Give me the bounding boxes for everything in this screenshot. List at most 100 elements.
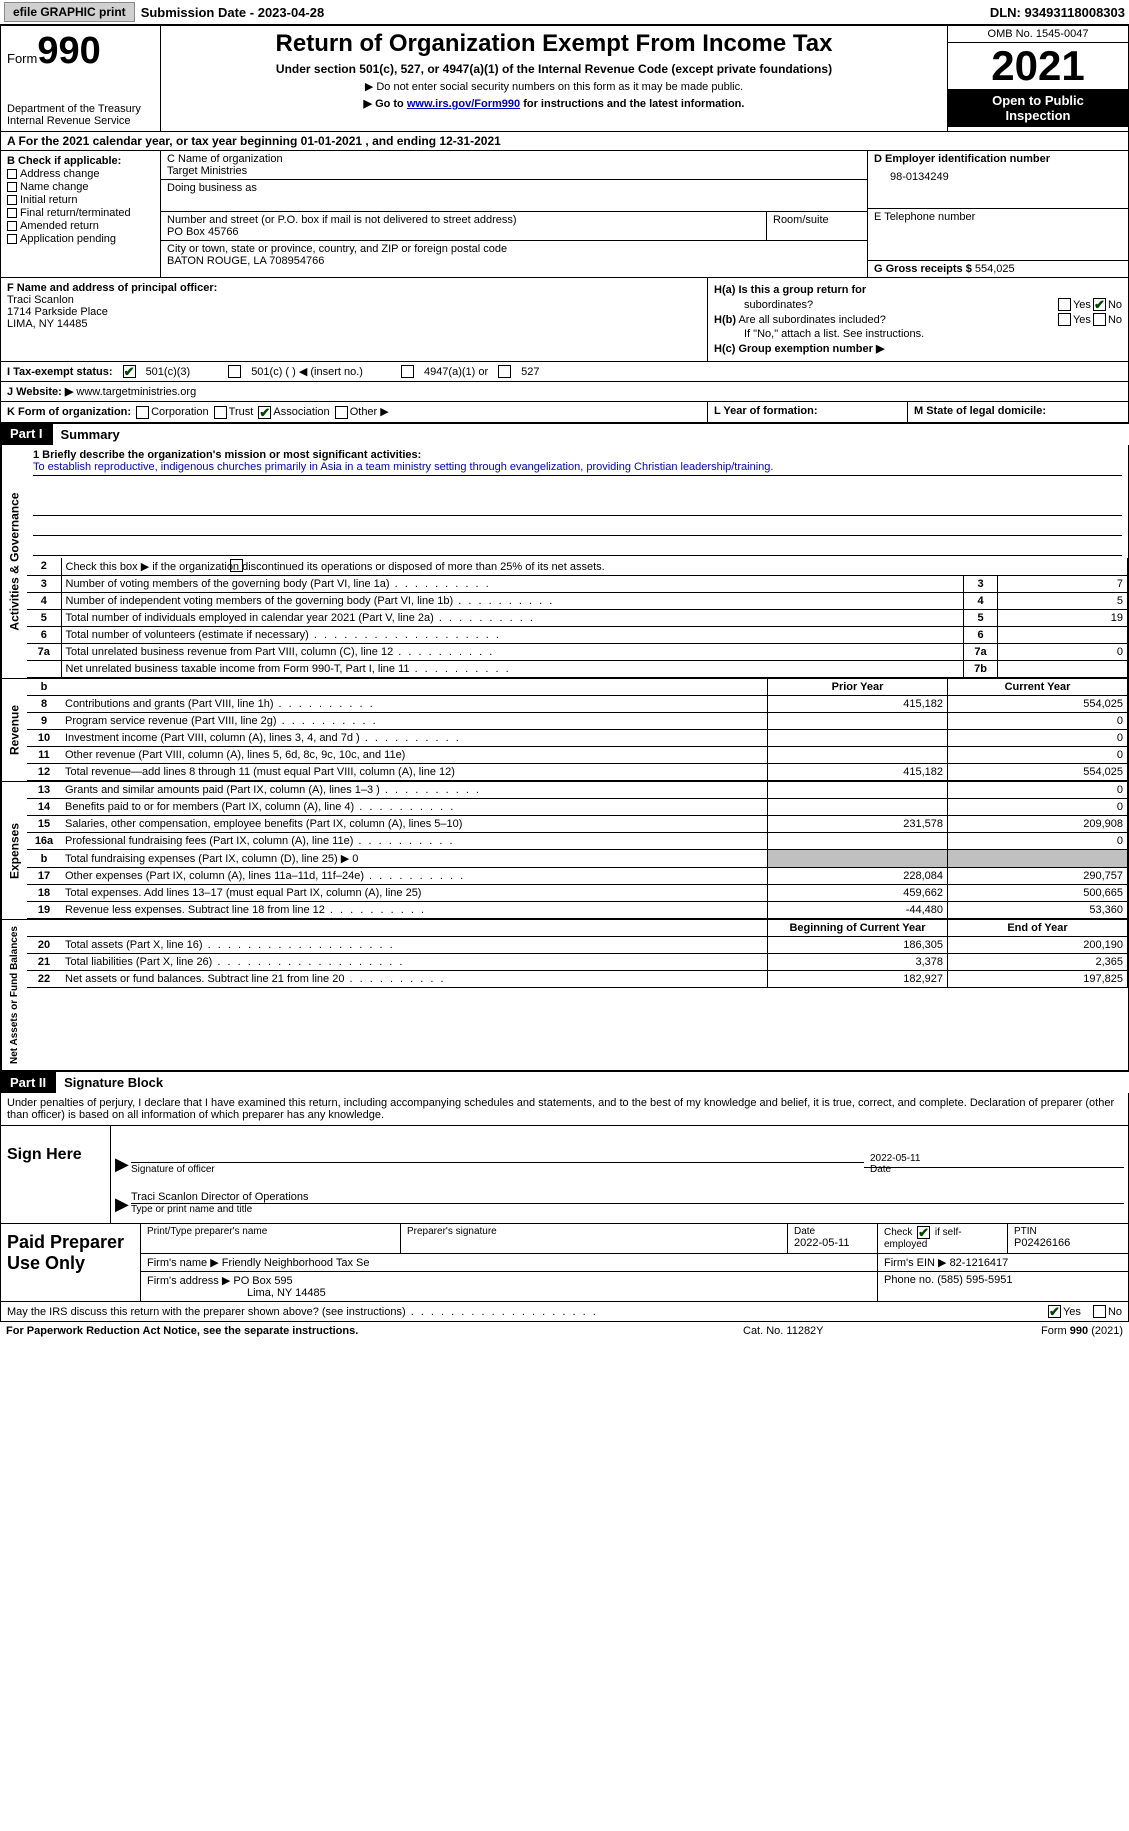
exp-16b-n: b (27, 850, 61, 868)
irs-link[interactable]: www.irs.gov/Form990 (407, 98, 520, 110)
mission-blank3 (33, 538, 1122, 556)
chk-4947[interactable] (401, 365, 414, 378)
ag-3-val: 7 (998, 576, 1128, 593)
exp-18-cy: 500,665 (948, 885, 1128, 902)
table-revenue: bPrior YearCurrent Year 8Contributions a… (27, 679, 1128, 781)
form-header: Form990 Department of the Treasury Inter… (0, 25, 1129, 132)
row-i: I Tax-exempt status: 501(c)(3) 501(c) ( … (0, 362, 1129, 382)
chk-501c3[interactable] (123, 365, 136, 378)
exp-17-py: 228,084 (768, 868, 948, 885)
part1-header: Part I Summary (0, 423, 1129, 445)
exp-14-cy: 0 (948, 799, 1128, 816)
submission-label: Submission Date - (141, 5, 258, 20)
col-b-checkboxes: B Check if applicable: Address change Na… (1, 151, 161, 277)
inspection-line2: Inspection (950, 108, 1126, 123)
tax-year: 2021 (948, 43, 1128, 89)
col-f: F Name and address of principal officer:… (1, 278, 708, 361)
officer-name: Traci Scanlon (7, 294, 701, 306)
ag-5-desc: Total number of individuals employed in … (66, 612, 434, 624)
form-number: 990 (37, 30, 100, 72)
ag-7b-desc: Net unrelated business taxable income fr… (66, 663, 410, 675)
chk-name-change[interactable] (7, 182, 17, 192)
row-a-tax-year: A For the 2021 calendar year, or tax yea… (0, 132, 1129, 151)
ha-sub: subordinates? (714, 299, 1056, 311)
chk-hb-yes[interactable] (1058, 313, 1071, 326)
dln-label: DLN: (990, 5, 1025, 20)
rev-10-desc: Investment income (Part VIII, column (A)… (65, 732, 360, 744)
table-expenses: 13Grants and similar amounts paid (Part … (27, 782, 1128, 919)
exp-19-py: -44,480 (768, 902, 948, 919)
chk-initial-return[interactable] (7, 195, 17, 205)
sig-date-label: Date (870, 1164, 1124, 1175)
lbl-4947: 4947(a)(1) or (424, 366, 488, 378)
ag-3-n: 3 (27, 576, 61, 593)
type-print-label: Type or print name and title (131, 1204, 1124, 1215)
chk-self-employed[interactable] (917, 1226, 930, 1239)
chk-other[interactable] (335, 406, 348, 419)
chk-ha-yes[interactable] (1058, 298, 1071, 311)
rev-9-desc: Program service revenue (Part VIII, line… (65, 715, 277, 727)
chk-discontinued[interactable] (230, 559, 243, 572)
part1-label: Part I (0, 423, 53, 444)
firm-addr2: Lima, NY 14485 (147, 1287, 871, 1299)
f-label: F Name and address of principal officer: (7, 282, 701, 294)
mission-text: To establish reproductive, indigenous ch… (33, 461, 1122, 476)
rev-10-cy: 0 (948, 730, 1128, 747)
footer-form-post: (2021) (1088, 1325, 1123, 1337)
ag-7b-n (27, 661, 61, 678)
hb-note: If "No," attach a list. See instructions… (714, 328, 1122, 340)
chk-assoc[interactable] (258, 406, 271, 419)
efile-print-button[interactable]: efile GRAPHIC print (4, 2, 135, 22)
vtab-na: Net Assets or Fund Balances (1, 920, 27, 1070)
chk-amended[interactable] (7, 221, 17, 231)
chk-ha-no[interactable] (1093, 298, 1106, 311)
exp-16a-py (768, 833, 948, 850)
paid-preparer-label: Paid Preparer Use Only (1, 1224, 141, 1301)
inspection-box: Open to Public Inspection (948, 89, 1128, 127)
phone-label: E Telephone number (874, 211, 1122, 223)
rev-12-desc: Total revenue—add lines 8 through 11 (mu… (61, 764, 768, 781)
l2-text: Check this box ▶ if the organization dis… (66, 561, 605, 573)
l1-label: 1 Briefly describe the organization's mi… (33, 449, 1122, 461)
footer-form-num: 990 (1070, 1325, 1088, 1337)
dept-treasury: Department of the Treasury (7, 103, 154, 115)
suite-label: Room/suite (767, 212, 867, 240)
discuss-row: May the IRS discuss this return with the… (0, 1302, 1129, 1322)
chk-app-pending[interactable] (7, 234, 17, 244)
ag-7a-n: 7a (27, 644, 61, 661)
paid-preparer-section: Paid Preparer Use Only Print/Type prepar… (0, 1224, 1129, 1302)
ha-label: H(a) Is this a group return for (714, 284, 866, 296)
chk-corp[interactable] (136, 406, 149, 419)
exp-15-py: 231,578 (768, 816, 948, 833)
chk-final-return[interactable] (7, 208, 17, 218)
chk-address-change[interactable] (7, 169, 17, 179)
l-label: L Year of formation: (714, 405, 818, 417)
chk-discuss-no[interactable] (1093, 1305, 1106, 1318)
chk-501c[interactable] (228, 365, 241, 378)
na-22-py: 182,927 (768, 971, 948, 988)
ag-3-box: 3 (964, 576, 998, 593)
exp-16b-desc: Total fundraising expenses (Part IX, col… (65, 853, 358, 865)
table-ag: 2Check this box ▶ if the organization di… (27, 558, 1128, 679)
gross-value: 554,025 (975, 263, 1015, 275)
chk-hb-no[interactable] (1093, 313, 1106, 326)
exp-16b-cy (948, 850, 1128, 868)
ptin-value: P02426166 (1014, 1237, 1122, 1249)
na-22-cy: 197,825 (948, 971, 1128, 988)
chk-discuss-yes[interactable] (1048, 1305, 1061, 1318)
website-value: www.targetministries.org (76, 386, 196, 398)
col-begin-year: Beginning of Current Year (768, 920, 948, 937)
ag-4-desc: Number of independent voting members of … (66, 595, 454, 607)
arrow-icon-2: ▶ (115, 1194, 131, 1215)
col-c: C Name of organization Target Ministries… (161, 151, 1128, 277)
chk-trust[interactable] (214, 406, 227, 419)
exp-13-cy: 0 (948, 782, 1128, 799)
chk-527[interactable] (498, 365, 511, 378)
dba-label: Doing business as (167, 182, 861, 194)
ag-4-val: 5 (998, 593, 1128, 610)
prep-name-label: Print/Type preparer's name (147, 1226, 394, 1237)
part1-rev: Revenue bPrior YearCurrent Year 8Contrib… (0, 679, 1129, 782)
na-20-desc: Total assets (Part X, line 16) (65, 939, 203, 951)
rev-9-n: 9 (27, 713, 61, 730)
col-prior-year: Prior Year (768, 679, 948, 696)
